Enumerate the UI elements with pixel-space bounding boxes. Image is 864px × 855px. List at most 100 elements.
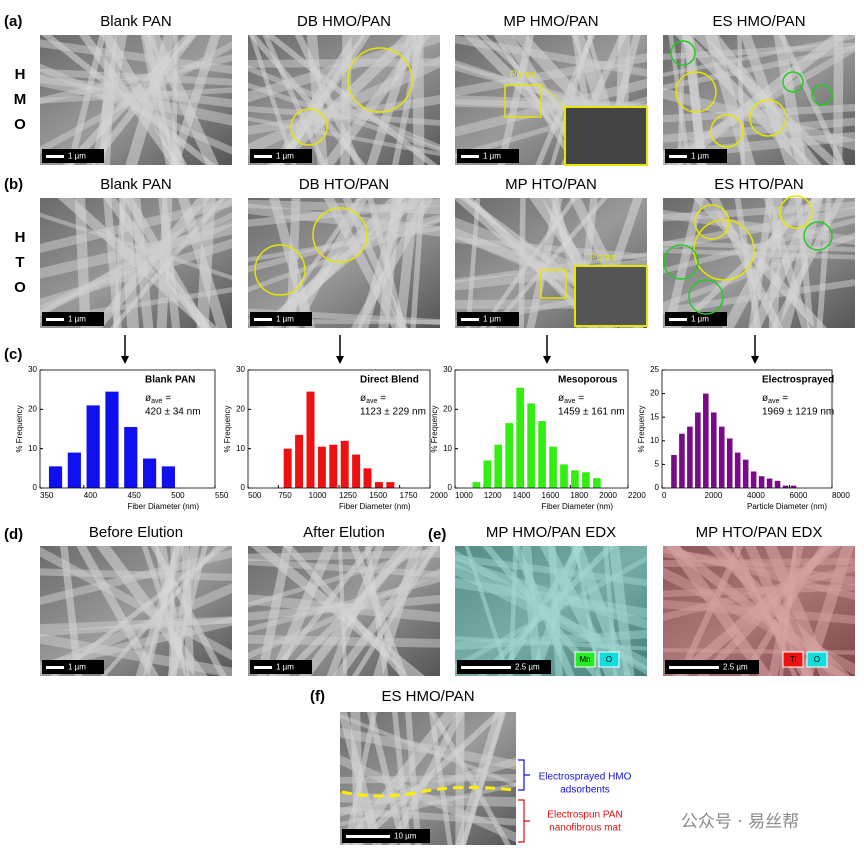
brace-bottom <box>518 799 530 843</box>
edx-legend-label: O <box>606 655 612 664</box>
fiber <box>40 198 232 253</box>
micrograph: 10 µm <box>340 712 516 845</box>
micrograph: 1 µm <box>40 35 232 165</box>
scale-bar-label: 1 µm <box>483 315 501 324</box>
fiber <box>663 599 855 625</box>
scale-bar-label: 1 µm <box>276 152 294 161</box>
fiber <box>455 35 647 77</box>
fiber <box>248 558 440 578</box>
fibers <box>248 198 440 328</box>
x-tick-label: 750 <box>278 491 292 500</box>
x-tick-label: 1800 <box>570 491 588 500</box>
pores-inset <box>574 265 648 327</box>
fiber <box>410 198 425 328</box>
x-tick-label: 2000 <box>430 491 448 500</box>
highlight-circle <box>688 279 724 315</box>
histogram-bar <box>105 391 119 488</box>
fiber <box>663 35 855 77</box>
scale-bar <box>461 155 479 158</box>
annotation-value: 420 ± 34 nm <box>145 407 201 418</box>
plot-frame <box>39 369 216 489</box>
highlight-circle <box>782 71 804 93</box>
x-axis-label: Fiber Diameter (nm) <box>542 502 614 511</box>
stat-subscript: ave <box>564 398 575 405</box>
y-tick-label: 30 <box>28 365 37 374</box>
histogram-bar <box>124 427 138 488</box>
scale-bar-box <box>457 149 519 163</box>
histogram-bar <box>516 387 524 488</box>
interface-line <box>341 785 515 798</box>
fiber <box>40 212 232 280</box>
scale-bar-box <box>250 312 312 326</box>
annotation-title: Blank PAN <box>145 375 195 386</box>
stat-equals: = <box>782 393 788 404</box>
annotation-stat: øave = <box>558 393 584 405</box>
y-axis-label: % Frequency <box>15 405 24 452</box>
y-tick-label: 20 <box>650 389 659 398</box>
fiber <box>40 633 232 676</box>
stat-symbol: ø <box>360 393 366 404</box>
y-axis-label: % Frequency <box>223 405 232 452</box>
arrow-head <box>751 356 759 364</box>
fiber <box>340 713 516 787</box>
fiber <box>663 232 855 309</box>
watermark: 公众号 · 易丝帮 <box>681 812 799 832</box>
y-tick-label: 15 <box>650 412 659 421</box>
scale-bar-box <box>42 660 104 674</box>
row-letter: O <box>14 116 26 133</box>
histogram-bar <box>742 459 749 488</box>
y-axis-label: % Frequency <box>637 405 646 452</box>
highlight-circle <box>749 99 787 137</box>
scale-bar-label: 1 µm <box>276 315 294 324</box>
x-tick-label: 450 <box>128 491 142 500</box>
stat-subscript: ave <box>768 398 779 405</box>
scale-bar-box <box>42 149 104 163</box>
y-axis-label: % Frequency <box>430 405 439 452</box>
fiber <box>663 248 855 260</box>
scale-bar <box>346 835 390 838</box>
x-tick-label: 400 <box>84 491 98 500</box>
micrograph: 1 µm <box>248 546 440 676</box>
histogram-bar <box>571 470 579 488</box>
scale-bar-box <box>42 312 104 326</box>
histogram-bar <box>703 393 709 488</box>
fiber <box>40 68 232 86</box>
y-tick-label: 0 <box>33 483 38 492</box>
micrograph: 1 µm <box>248 35 440 165</box>
image-title: Blank PAN <box>100 13 171 30</box>
scale-bar <box>46 155 64 158</box>
histogram-bar <box>679 433 685 488</box>
scale-bar-label: 10 µm <box>394 832 417 841</box>
scale-bar <box>254 155 272 158</box>
y-tick-label: 10 <box>28 444 37 453</box>
fiber <box>663 87 855 151</box>
fiber <box>248 594 440 623</box>
stat-symbol: ø <box>558 393 564 404</box>
x-tick-label: 2200 <box>628 491 646 500</box>
x-tick-label: 1500 <box>369 491 387 500</box>
fiber <box>663 564 855 621</box>
fibers <box>40 546 232 676</box>
bottom-layer-label: Electrospun PAN <box>547 810 622 821</box>
pores-link <box>540 84 566 108</box>
fiber <box>40 549 232 606</box>
histogram-bar <box>483 460 492 488</box>
scale-bar <box>46 318 64 321</box>
edx-legend-label: Ti <box>790 655 797 664</box>
arrow-head <box>336 356 344 364</box>
x-tick-label: 500 <box>171 491 185 500</box>
fiber <box>340 773 516 784</box>
y-tick-label: 30 <box>443 365 452 374</box>
x-tick-label: 2000 <box>599 491 617 500</box>
highlight-circle <box>710 114 744 148</box>
pores-inset <box>564 106 648 166</box>
fibers <box>40 35 232 165</box>
arrow-head <box>121 356 129 364</box>
histogram-bar <box>790 485 797 488</box>
histogram-bar <box>726 438 733 488</box>
fiber <box>142 35 185 165</box>
scale-bar-box <box>250 149 312 163</box>
fiber <box>248 226 440 262</box>
stat-subscript: ave <box>151 398 162 405</box>
